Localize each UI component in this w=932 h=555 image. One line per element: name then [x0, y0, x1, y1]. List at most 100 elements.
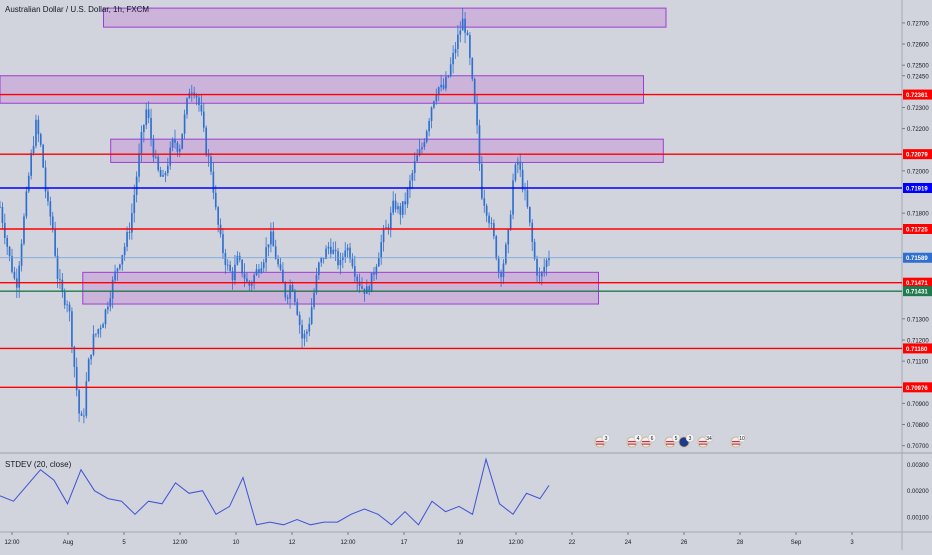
candle-body-198: [473, 78, 476, 104]
candle-body-144: [344, 250, 347, 257]
candle-body-5: [11, 256, 13, 272]
flag-stripe-3: [666, 441, 674, 443]
event-icon-3[interactable]: 5: [664, 433, 681, 448]
flag-stripe-b-6: [732, 443, 740, 445]
candle-body-223: [533, 241, 536, 259]
event-count-label-5: 34: [706, 436, 712, 442]
stdev-line: [0, 457, 550, 526]
candle-body-51: [121, 255, 124, 265]
supply-demand-zone-3: [82, 271, 600, 305]
flag-stripe-2: [642, 441, 650, 443]
candle-body-168: [401, 201, 404, 215]
candle-body-143: [341, 256, 344, 260]
indicator-label: STDEV (20, close): [5, 460, 72, 469]
candle-body-201: [481, 163, 483, 199]
candle-body-203: [485, 205, 488, 216]
candle-body-170: [406, 189, 409, 205]
candle-body-162: [387, 227, 390, 230]
event-icon-0[interactable]: 3: [594, 433, 611, 448]
candle-body-157: [375, 266, 378, 275]
level-price-label-0: 0.72361: [906, 93, 928, 99]
candle-body-82: [195, 95, 198, 98]
candle-body-193: [461, 18, 464, 31]
event-icon-4[interactable]: 3: [678, 433, 695, 448]
candle-body-98: [234, 264, 236, 281]
candle-body-90: [214, 192, 217, 208]
candle-body-186: [445, 76, 447, 89]
candle-body-42: [99, 327, 102, 330]
candle-body-95: [226, 264, 229, 266]
candle-body-183: [437, 87, 440, 95]
candle-body-113: [270, 231, 272, 245]
candle-body-135: [322, 257, 325, 259]
candle-body-229: [548, 258, 550, 261]
candle-body-25: [59, 278, 61, 280]
event-count-label-6: 10: [739, 436, 745, 442]
time-tick-label-1: Aug: [63, 540, 74, 546]
candle-body-69: [164, 172, 167, 176]
event-icon-5[interactable]: 34: [697, 433, 714, 448]
candle-body-209: [500, 271, 502, 278]
candle-body-96: [229, 264, 231, 272]
candle-body-103: [246, 278, 248, 282]
candle-body-44: [104, 309, 107, 325]
candle-body-133: [318, 262, 320, 276]
stdev-tick-label-0: 0.00300: [907, 463, 929, 469]
candle-body-28: [66, 304, 68, 306]
candle-body-142: [339, 259, 342, 266]
candle-body-46: [109, 298, 112, 307]
candle-body-61: [145, 109, 148, 125]
candle-body-116: [277, 259, 279, 265]
candle-body-76: [181, 133, 184, 149]
level-price-label-7: 0.71160: [906, 347, 928, 353]
event-icon-6[interactable]: 10: [730, 433, 747, 448]
candle-body-189: [452, 52, 454, 65]
candle-body-134: [320, 257, 323, 263]
candle-body-33: [78, 390, 80, 414]
candle-body-0: [0, 206, 1, 208]
candle-body-38: [90, 354, 92, 360]
candle-body-177: [423, 141, 426, 148]
candle-body-180: [430, 107, 433, 121]
candle-body-172: [411, 173, 414, 181]
candle-body-72: [171, 139, 174, 148]
price-tick-label-3: 0.72450: [907, 74, 929, 80]
candle-body-207: [495, 236, 498, 259]
candle-body-112: [267, 244, 270, 248]
candle-body-219: [524, 189, 526, 191]
price-tick-label-2: 0.72500: [907, 64, 929, 70]
candle-body-27: [63, 291, 66, 306]
candle-body-39: [92, 334, 95, 355]
event-count-label-3: 5: [675, 436, 678, 442]
candle-body-75: [178, 148, 181, 152]
level-price-label-1: 0.72079: [906, 153, 928, 159]
candle-body-175: [418, 149, 421, 156]
candle-body-163: [389, 212, 392, 230]
candle-body-161: [385, 227, 387, 229]
price-tick-label-1: 0.72600: [907, 43, 929, 49]
candle-body-57: [135, 176, 138, 195]
candle-body-10: [23, 216, 25, 244]
event-count-label-0: 3: [605, 436, 608, 442]
price-tick-label-13: 0.70700: [907, 444, 929, 450]
candle-body-173: [413, 161, 416, 174]
candle-body-105: [250, 283, 253, 286]
candle-body-166: [397, 206, 399, 210]
event-icon-1[interactable]: 4: [626, 433, 643, 448]
candle-body-91: [217, 207, 219, 225]
candle-body-139: [332, 249, 335, 254]
supply-demand-zone-2: [110, 138, 664, 163]
event-count-label-4: 3: [689, 436, 692, 442]
candle-body-145: [346, 247, 349, 251]
event-icon-2[interactable]: 6: [640, 433, 657, 448]
level-price-label-2: 0.71919: [906, 186, 928, 192]
candle-body-53: [126, 232, 128, 247]
candle-body-208: [497, 258, 500, 272]
candle-body-107: [255, 269, 258, 276]
candle-body-26: [61, 279, 64, 292]
level-price-tag-1: [903, 149, 932, 160]
candle-body-47: [111, 279, 114, 299]
price-tick-label-11: 0.70900: [907, 402, 929, 408]
candle-body-20: [47, 191, 49, 202]
